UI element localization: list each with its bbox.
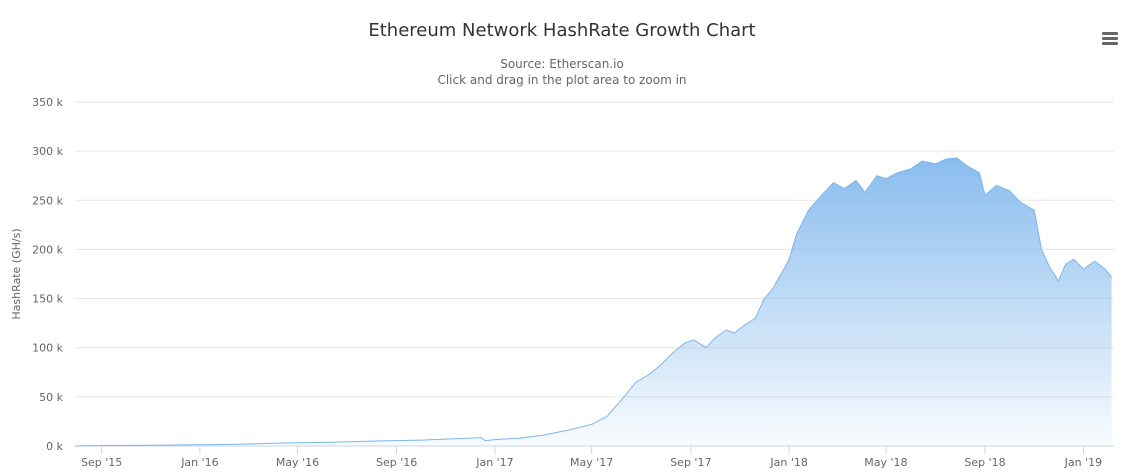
y-tick-label: 50 k bbox=[39, 391, 63, 404]
x-tick-label: Sep '16 bbox=[376, 456, 417, 469]
y-tick-label: 100 k bbox=[32, 342, 63, 355]
x-tick-label: Sep '17 bbox=[670, 456, 711, 469]
axis-layer: 0 k 50 k 100 k 150 k 200 k 250 k 300 k 350 k Sep… bbox=[32, 96, 1102, 469]
y-tick-label: 250 k bbox=[32, 194, 63, 207]
y-tick-label: 150 k bbox=[32, 293, 63, 306]
x-tick-label: Sep '18 bbox=[964, 456, 1005, 469]
x-tick-label: May '16 bbox=[276, 456, 319, 469]
x-tick-label: Jan '19 bbox=[1064, 456, 1102, 469]
hashrate-area bbox=[75, 158, 1112, 446]
y-tick-label: 350 k bbox=[32, 96, 63, 109]
chart-zoom-hint: Click and drag in the plot area to zoom … bbox=[437, 73, 687, 87]
x-tick-label: Sep '15 bbox=[81, 456, 122, 469]
chart-title: Ethereum Network HashRate Growth Chart bbox=[368, 20, 756, 41]
chart-menu-icon[interactable] bbox=[1096, 26, 1124, 50]
hashrate-line bbox=[74, 157, 1112, 447]
y-tick-label: 0 k bbox=[46, 440, 63, 453]
x-tick-label: May '17 bbox=[570, 456, 613, 469]
y-tick-label: 300 k bbox=[32, 145, 63, 158]
x-tick-label: Jan '18 bbox=[769, 456, 807, 469]
chart-subtitle: Source: Etherscan.io Click and drag in t… bbox=[0, 56, 1124, 88]
x-tick-label: Jan '17 bbox=[475, 456, 513, 469]
series-layer bbox=[74, 157, 1112, 447]
chart-source-text: Source: Etherscan.io bbox=[500, 57, 624, 71]
y-tick-label: 200 k bbox=[32, 243, 63, 256]
x-tick-label: Jan '16 bbox=[180, 456, 218, 469]
y-axis-label: HashRate (GH/s) bbox=[10, 228, 23, 319]
x-tick-label: May '18 bbox=[864, 456, 907, 469]
